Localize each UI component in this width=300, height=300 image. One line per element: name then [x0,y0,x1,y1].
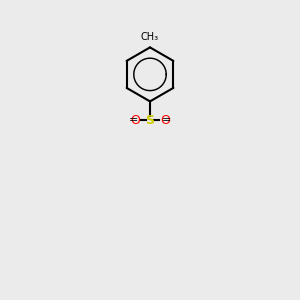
Text: S: S [146,114,154,127]
Text: O: O [160,114,170,127]
Text: =: = [162,115,172,125]
Text: =: = [128,115,138,125]
Text: O: O [130,114,140,127]
Text: CH₃: CH₃ [141,32,159,42]
